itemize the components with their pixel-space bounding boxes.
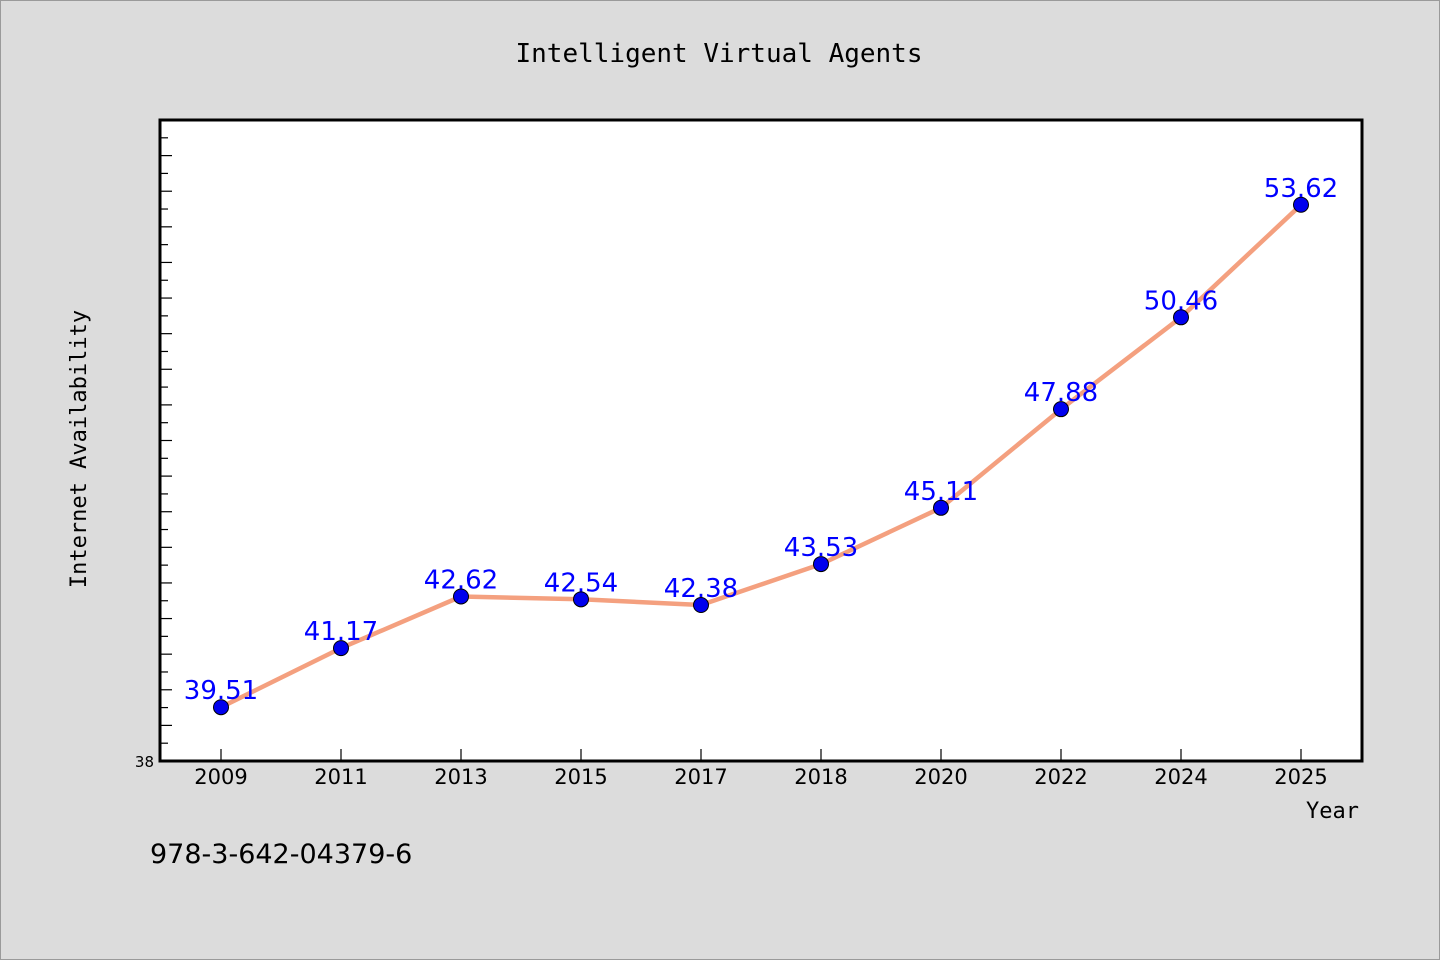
data-point <box>573 591 589 608</box>
data-label: 50.46 <box>1144 286 1218 316</box>
data-point <box>1173 309 1189 326</box>
series-markers <box>213 196 1309 716</box>
data-label: 45.11 <box>904 477 978 507</box>
x-axis-tick-labels: 2009 2011 2013 2015 2017 2018 2020 2022 2024 2025 <box>194 765 1327 789</box>
plot-area <box>158 118 1364 763</box>
data-point <box>693 597 709 614</box>
data-point <box>813 556 829 573</box>
data-point <box>1293 196 1309 213</box>
x-tick-label: 2011 <box>314 765 367 789</box>
x-tick-label: 2009 <box>194 765 247 789</box>
isbn-text: 978-3-642-04379-6 <box>150 839 412 870</box>
y-axis-label: Internet Availability <box>67 310 92 588</box>
y-tick-label: 38 <box>135 753 154 771</box>
data-label: 42.54 <box>544 568 618 598</box>
x-tick-label: 2025 <box>1274 765 1327 789</box>
data-point <box>213 699 229 716</box>
x-axis-ticks <box>220 749 1302 761</box>
data-label: 53.62 <box>1264 174 1338 204</box>
data-labels: 39.51 41.17 42.62 42.54 42.38 43.53 45.11 47.88… <box>184 174 1338 706</box>
x-tick-label: 2020 <box>914 765 967 789</box>
data-label: 43.53 <box>784 533 858 563</box>
x-tick-label: 2022 <box>1034 765 1087 789</box>
data-point <box>453 588 469 605</box>
data-point <box>1053 401 1069 418</box>
y-axis-ticks <box>160 137 172 762</box>
data-point <box>333 640 349 657</box>
x-tick-label: 2024 <box>1154 765 1207 789</box>
data-point <box>933 499 949 516</box>
y-axis-tick-labels: 38 <box>135 753 154 771</box>
x-tick-label: 2015 <box>554 765 607 789</box>
data-label: 42.38 <box>664 574 738 604</box>
chart-title: Intelligent Virtual Agents <box>516 39 923 69</box>
x-tick-label: 2013 <box>434 765 487 789</box>
data-label: 41.17 <box>304 617 378 647</box>
x-tick-label: 2017 <box>674 765 727 789</box>
series-line <box>218 202 1304 710</box>
data-label: 47.88 <box>1024 378 1098 408</box>
x-tick-label: 2018 <box>794 765 847 789</box>
data-label: 42.62 <box>424 565 498 595</box>
x-axis-label: Year <box>1306 799 1359 824</box>
data-label: 39.51 <box>184 676 258 706</box>
